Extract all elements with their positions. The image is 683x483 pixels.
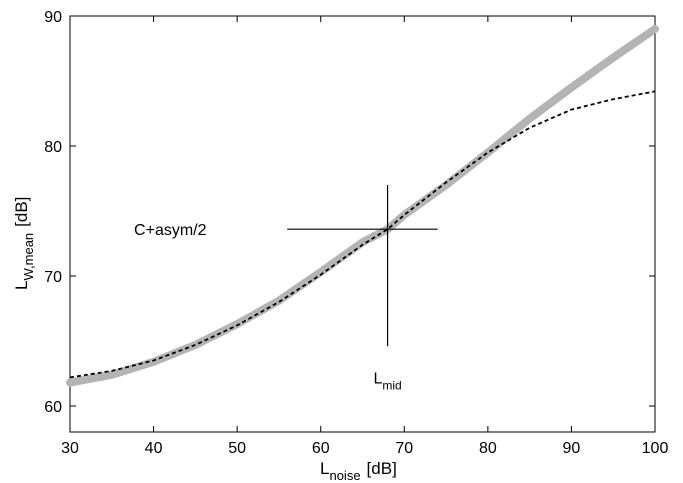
annotation-l-mid-sub: mid [382,378,401,392]
y-axis-label: LW,mean [dB] [12,197,36,290]
y-axis-label-main: L [12,281,31,290]
annotation-c-asym: C+asym/2 [134,222,207,239]
series-layer [66,25,659,387]
x-tick-label: 80 [479,440,497,457]
x-tick-label: 30 [61,440,79,457]
y-tick-label: 90 [44,9,62,26]
y-tick-label: 70 [44,269,62,286]
y-tick-label: 80 [44,139,62,156]
x-tick-label: 70 [395,440,413,457]
annotation-l-mid-main: L [373,370,382,387]
x-axis-label-unit: [dB] [367,459,397,478]
ticks: 30 40 50 60 70 80 90 100 60 70 80 90 [44,9,668,457]
plot-frame [69,15,656,433]
y-axis-label-sub: W,mean [21,233,36,281]
x-axis-label: Lnoise [dB] [320,459,397,483]
series-line-dashed [69,90,656,379]
x-axis-label-main: L [320,459,329,478]
y-tick-label: 60 [44,399,62,416]
x-axis-label-sub: noise [329,468,360,483]
y-axis-label-unit: [dB] [12,197,31,227]
x-tick-label: 100 [642,440,669,457]
x-tick-label: 50 [228,440,246,457]
crosshair [287,185,438,347]
x-tick-label: 90 [563,440,581,457]
x-tick-label: 60 [312,440,330,457]
annotation-l-mid: Lmid [373,370,401,392]
x-tick-label: 40 [145,440,163,457]
